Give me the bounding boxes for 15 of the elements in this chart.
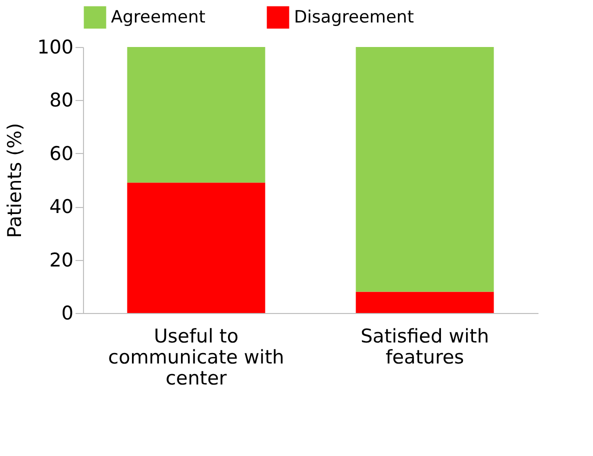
legend-label: Agreement — [111, 7, 206, 28]
y-axis-title: Patients (%) — [4, 123, 26, 238]
bar — [127, 182, 266, 313]
y-tick-label: 40 — [49, 196, 74, 218]
y-tick-label: 100 — [37, 36, 74, 58]
y-tick-label: 60 — [49, 142, 74, 165]
y-tick-label: 80 — [49, 90, 74, 112]
y-tick-label: 20 — [49, 249, 74, 272]
bar — [356, 47, 494, 292]
x-tick-label: Useful to communicate with center — [108, 326, 284, 390]
legend-label: Disagreement — [294, 7, 414, 28]
x-tick-label: Satisfied with features — [360, 326, 490, 368]
bar — [127, 47, 266, 183]
bar — [356, 292, 494, 313]
y-tick-label: 0 — [61, 302, 74, 324]
